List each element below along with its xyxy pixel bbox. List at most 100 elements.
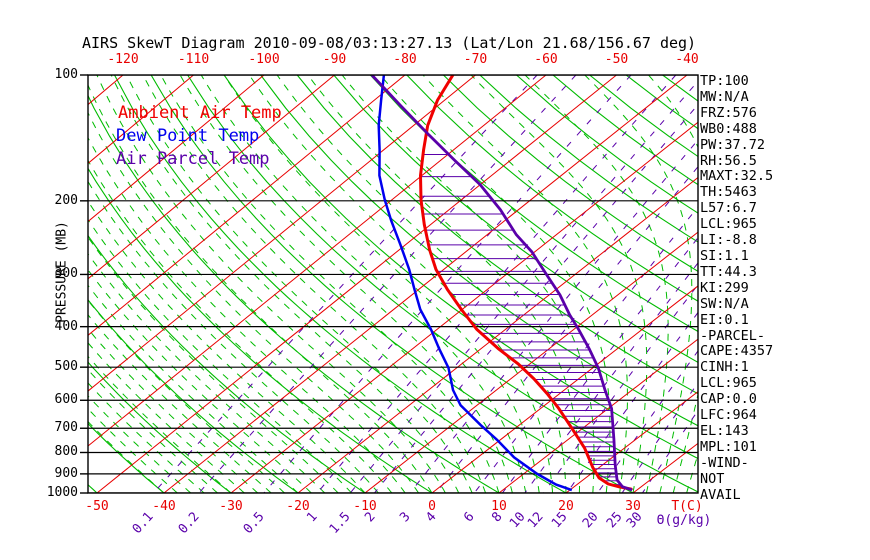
isotherm-line bbox=[88, 75, 194, 165]
dry-adiabat-line bbox=[443, 75, 698, 272]
stats-line: PW:37.72 bbox=[700, 136, 766, 153]
moist-adiabat-line bbox=[88, 218, 352, 493]
isotherm-line bbox=[96, 75, 617, 493]
dry-adiabat-line bbox=[187, 75, 698, 493]
bottom-temp-tick-label: -10 bbox=[353, 499, 377, 514]
moist-adiabat-line bbox=[88, 236, 339, 493]
moist-adiabat-line bbox=[88, 200, 366, 493]
page-title: AIRS SkewT Diagram 2010-09-08/03:13:27.1… bbox=[82, 34, 697, 52]
mixing-ratio-line bbox=[153, 75, 538, 493]
dew-point-curve bbox=[377, 75, 573, 492]
temp-unit-label: T(C) bbox=[671, 499, 703, 514]
stats-line: TP:100 bbox=[700, 73, 749, 89]
bottom-temp-tick-label: -30 bbox=[219, 499, 243, 514]
moist-adiabat-line bbox=[88, 420, 165, 493]
moist-adiabat-line bbox=[88, 313, 272, 493]
moist-adiabat-line bbox=[307, 75, 580, 493]
moist-adiabat-line bbox=[88, 369, 218, 493]
stats-line: MW:N/A bbox=[700, 88, 749, 105]
stats-line: CINH:1 bbox=[700, 359, 749, 376]
stats-line: SW:N/A bbox=[700, 295, 749, 312]
stats-line: KI:299 bbox=[700, 279, 749, 296]
mixing-ratio-line bbox=[597, 350, 698, 493]
isotherm-line bbox=[88, 75, 406, 336]
dry-adiabat-line bbox=[88, 299, 299, 493]
moist-adiabat-line bbox=[584, 75, 693, 493]
stats-line: FRZ:576 bbox=[700, 104, 757, 121]
dry-adiabat-line bbox=[223, 75, 698, 460]
pressure-tick-label: 800 bbox=[54, 444, 78, 460]
moist-adiabat-line bbox=[248, 75, 554, 493]
stats-line: SI:1.1 bbox=[700, 247, 749, 264]
pressure-tick-label: 600 bbox=[54, 392, 78, 408]
moist-adiabat-line bbox=[179, 75, 513, 493]
stats-line: LFC:964 bbox=[700, 407, 757, 424]
dry-adiabat-line bbox=[479, 75, 698, 243]
stats-line: NOT bbox=[700, 470, 725, 487]
stats-line: -WIND- bbox=[700, 454, 749, 471]
dry-adiabat-line bbox=[88, 234, 366, 493]
legend-air-parcel-temp: Air Parcel Temp bbox=[116, 149, 270, 169]
isotherm-line bbox=[431, 285, 698, 493]
pressure-tick-label: 900 bbox=[54, 465, 78, 481]
mixing-ratio-line bbox=[198, 75, 577, 493]
mixing-ratio-line bbox=[543, 283, 698, 493]
moist-adiabat-line bbox=[379, 75, 611, 493]
top-temp-tick-label: -40 bbox=[675, 52, 699, 67]
isotherm-line bbox=[163, 75, 688, 493]
isotherm-line bbox=[565, 390, 698, 493]
stats-line: LCL:965 bbox=[700, 216, 757, 233]
moist-adiabat-line bbox=[88, 269, 312, 493]
top-temp-tick-label: -50 bbox=[604, 52, 629, 67]
stats-line: TH:5463 bbox=[700, 184, 757, 201]
stats-line: TT:44.3 bbox=[700, 263, 757, 280]
moist-adiabat-line bbox=[88, 328, 259, 493]
pressure-tick-label: 700 bbox=[54, 420, 78, 436]
isotherm-line bbox=[88, 75, 476, 392]
pressure-tick-label: 200 bbox=[54, 192, 78, 208]
moist-adiabat-line bbox=[88, 342, 245, 493]
isotherm-line bbox=[230, 121, 698, 493]
stats-line: RH:56.5 bbox=[700, 152, 757, 169]
moist-adiabat-line bbox=[88, 136, 406, 493]
plot-frame bbox=[87, 74, 699, 494]
moist-adiabat-line bbox=[223, 75, 540, 493]
moist-adiabat-line bbox=[88, 299, 285, 493]
dry-adiabat-line bbox=[772, 75, 870, 493]
moist-adiabat-line bbox=[200, 75, 527, 493]
legend-ambient-air-temp: Ambient Air Temp bbox=[118, 103, 282, 123]
stats-line: CAP:0.0 bbox=[700, 391, 757, 408]
bottom-temp-tick-label: -40 bbox=[152, 499, 176, 514]
pressure-tick-label: 500 bbox=[54, 359, 78, 375]
moist-adiabat-line bbox=[88, 159, 393, 493]
stats-line: WB0:488 bbox=[700, 120, 757, 137]
parcel-temp-curve bbox=[370, 75, 633, 492]
moist-adiabat-line bbox=[142, 75, 487, 493]
moist-adiabat-line bbox=[88, 395, 192, 493]
top-temp-tick-label: -110 bbox=[177, 52, 210, 67]
moist-adiabat-line bbox=[88, 253, 326, 493]
moist-adiabat-line bbox=[96, 75, 446, 493]
plot-area bbox=[88, 75, 870, 493]
pressure-tick-label: 1000 bbox=[46, 485, 78, 500]
moist-adiabat-line bbox=[126, 75, 473, 493]
mixing-ratio-line bbox=[349, 80, 698, 493]
isotherm-line bbox=[498, 338, 698, 493]
moist-adiabat-line bbox=[88, 84, 433, 493]
stats-line: CAPE:4357 bbox=[700, 343, 774, 360]
stats-line: EL:143 bbox=[700, 422, 749, 439]
isotherm-line bbox=[297, 176, 698, 493]
bottom-temp-tick-label: 0 bbox=[428, 499, 436, 514]
moist-adiabat-line bbox=[88, 284, 299, 493]
stats-line: AVAIL bbox=[700, 486, 741, 503]
stats-line: EI:0.1 bbox=[700, 311, 749, 328]
dry-adiabat-line bbox=[260, 75, 698, 427]
bottom-temp-tick-label: 10 bbox=[491, 499, 507, 514]
bottom-temp-tick-label: -20 bbox=[286, 499, 310, 514]
top-temp-tick-label: -90 bbox=[322, 52, 347, 67]
mixing-ratio-line bbox=[501, 236, 698, 493]
dry-adiabat-line bbox=[296, 75, 698, 395]
stats-line: LCL:965 bbox=[700, 375, 757, 392]
mixing-ratio-line bbox=[524, 262, 698, 493]
